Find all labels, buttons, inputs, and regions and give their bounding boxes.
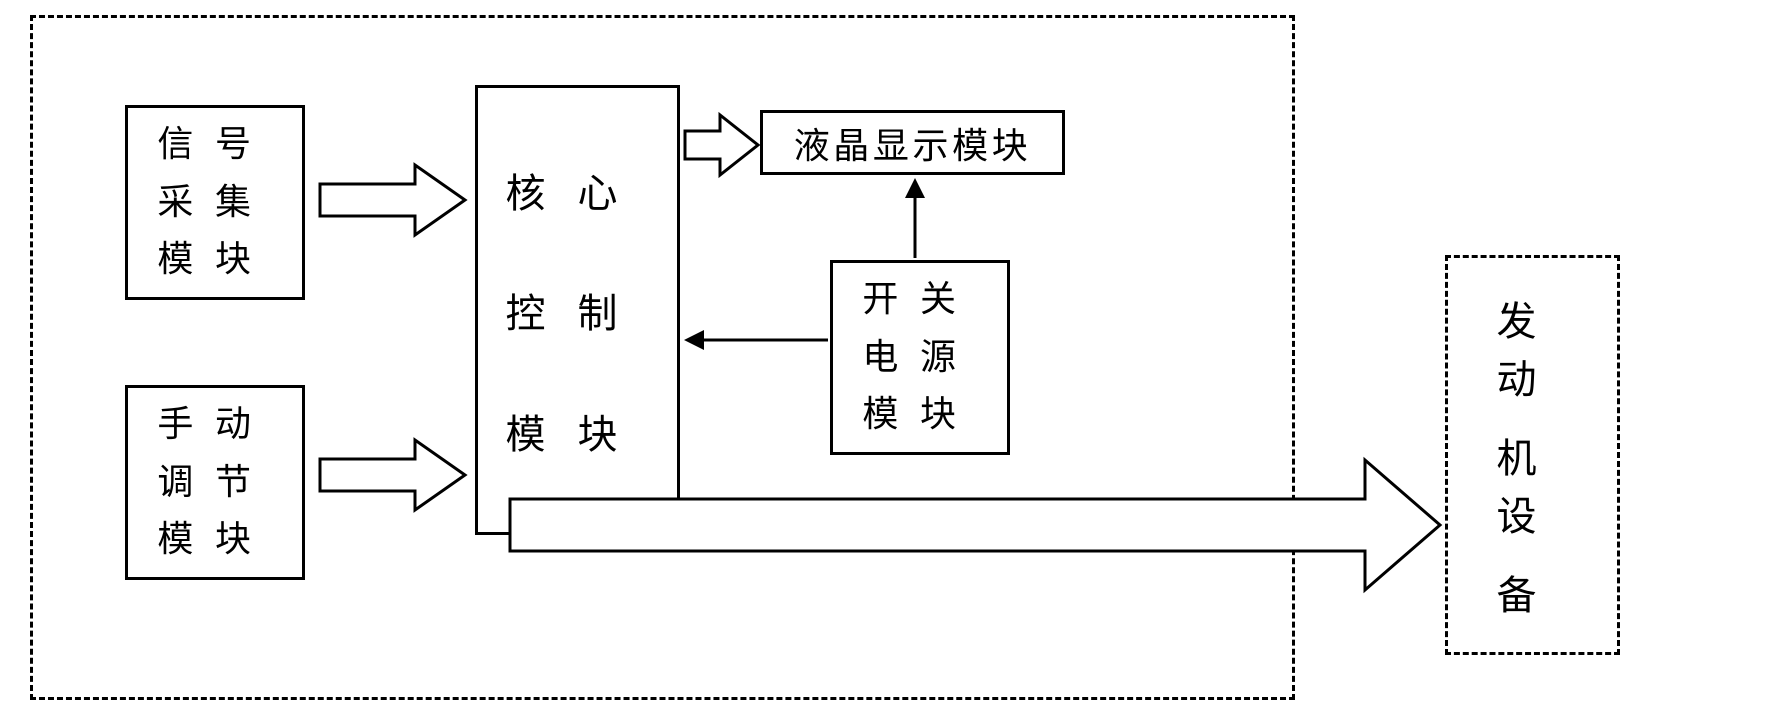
core-label: 核心 控制 模块 [506, 98, 650, 522]
signal-label-l1: 信号 [157, 116, 272, 174]
diagram-canvas: 信号 采集 模块 手动 调节 模块 核心 控制 模块 液晶显示模块 开关 电源 … [0, 0, 1772, 714]
engine-equipment: 发动 机设 备 [1445, 255, 1620, 655]
power-label-l2: 电源 [862, 329, 977, 387]
core-label-l3: 模块 [506, 402, 650, 460]
power-label-l1: 开关 [862, 271, 977, 329]
signal-label-l2: 采集 [157, 174, 272, 232]
manual-label-l2: 调节 [157, 454, 272, 512]
core-label-l2: 控制 [506, 281, 650, 339]
lcd-display-module: 液晶显示模块 [760, 110, 1065, 175]
signal-acquisition-module: 信号 采集 模块 [125, 105, 305, 300]
signal-label-l3: 模块 [157, 231, 272, 289]
manual-label: 手动 调节 模块 [157, 398, 272, 567]
core-label-l1: 核心 [506, 161, 650, 219]
manual-label-l3: 模块 [157, 511, 272, 569]
signal-label: 信号 采集 模块 [157, 118, 272, 287]
core-control-module: 核心 控制 模块 [475, 85, 680, 535]
lcd-label: 液晶显示模块 [794, 117, 1032, 169]
engine-label-l2: 机设 [1468, 426, 1597, 542]
engine-label-l3: 备 [1497, 563, 1569, 621]
manual-adjustment-module: 手动 调节 模块 [125, 385, 305, 580]
engine-label-l1: 发动 [1468, 289, 1597, 405]
engine-label: 发动 机设 备 [1468, 268, 1597, 642]
power-supply-module: 开关 电源 模块 [830, 260, 1010, 455]
manual-label-l1: 手动 [157, 396, 272, 454]
power-label-l3: 模块 [862, 386, 977, 444]
power-label: 开关 电源 模块 [862, 273, 977, 442]
